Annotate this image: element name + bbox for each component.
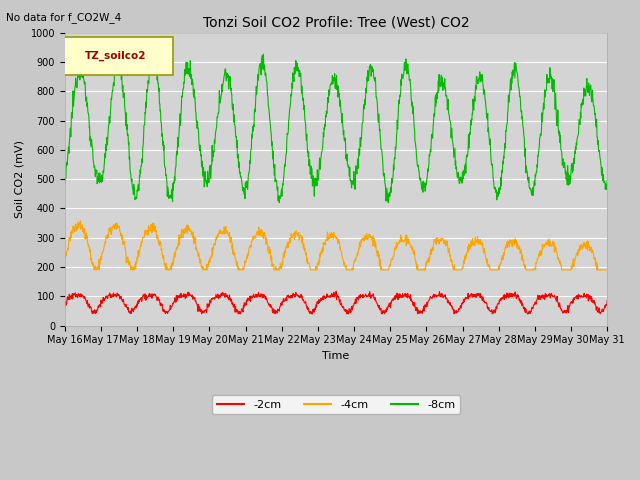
Text: No data for f_CO2W_4: No data for f_CO2W_4 (6, 12, 122, 23)
Y-axis label: Soil CO2 (mV): Soil CO2 (mV) (15, 140, 25, 218)
X-axis label: Time: Time (323, 351, 349, 361)
FancyBboxPatch shape (57, 37, 173, 75)
Title: Tonzi Soil CO2 Profile: Tree (West) CO2: Tonzi Soil CO2 Profile: Tree (West) CO2 (203, 15, 469, 29)
Text: TZ_soilco2: TZ_soilco2 (84, 51, 146, 61)
Legend: -2cm, -4cm, -8cm: -2cm, -4cm, -8cm (212, 396, 460, 414)
